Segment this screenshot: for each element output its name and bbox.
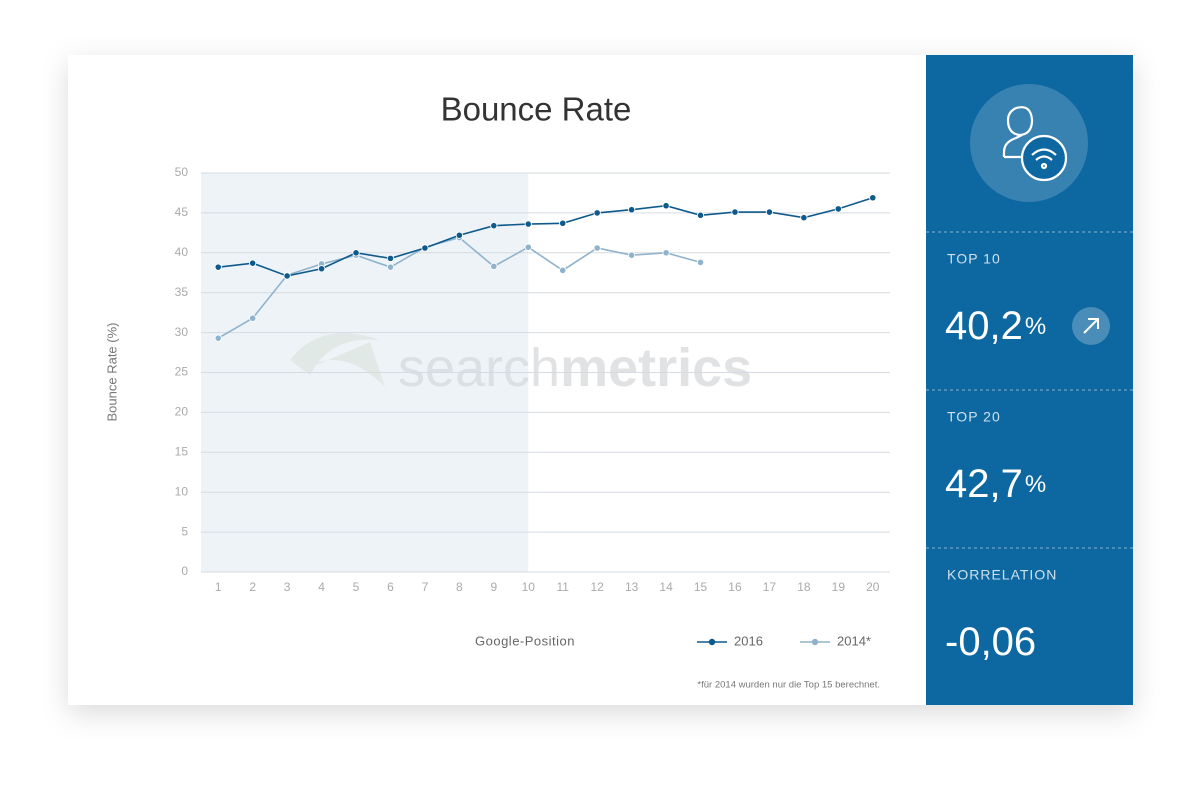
x-tick-label: 14: [659, 580, 673, 594]
legend-label: 2014*: [837, 633, 871, 648]
y-tick-label: 25: [175, 365, 189, 379]
x-tick-label: 17: [763, 580, 777, 594]
data-point: [869, 194, 877, 202]
data-point: [834, 205, 842, 213]
stat-label: KORRELATION: [947, 567, 1057, 583]
data-point: [490, 222, 498, 230]
y-tick-label: 40: [175, 245, 189, 259]
data-point: [662, 249, 670, 257]
data-point: [628, 206, 636, 214]
series-line: [218, 196, 874, 277]
stat-number: 40,2: [945, 304, 1023, 348]
x-tick-label: 12: [590, 580, 604, 594]
data-point: [386, 263, 395, 271]
stat-value: -0,06: [945, 620, 1036, 664]
data-point: [662, 202, 670, 210]
x-tick-label: 6: [387, 580, 394, 594]
stat-label: TOP 10: [947, 251, 1001, 267]
data-point: [731, 208, 739, 216]
x-tick-label: 9: [490, 580, 497, 594]
chart-title: Bounce Rate: [441, 91, 632, 128]
x-axis-label: Google-Position: [475, 633, 575, 648]
data-point: [214, 334, 222, 342]
data-point: [214, 263, 222, 271]
x-tick-label: 8: [456, 580, 463, 594]
legend-label: 2016: [734, 633, 763, 648]
icon: [1002, 106, 1068, 182]
data-point: [386, 254, 395, 262]
separators: [926, 231, 1133, 549]
x-tick-label: 3: [284, 580, 291, 594]
data-point: [593, 209, 601, 217]
x-tick-label: 18: [797, 580, 811, 594]
data-point: [800, 214, 808, 222]
legend-dot: [708, 638, 716, 646]
x-tick-label: 5: [353, 580, 360, 594]
data-point: [455, 231, 463, 239]
data-point: [628, 251, 636, 259]
data-point: [696, 211, 705, 219]
data-point: [283, 272, 291, 280]
legend-dot: [811, 638, 819, 646]
data-point: [490, 262, 498, 270]
data-point: [559, 219, 567, 227]
data-point: [524, 243, 532, 251]
y-tick-label: 50: [175, 165, 189, 179]
watermark-part: metrics: [560, 338, 752, 398]
data-point: [559, 266, 567, 274]
x-tick-label: 1: [215, 580, 222, 594]
y-tick-label: 30: [175, 325, 189, 339]
trend-arrow: [1083, 318, 1099, 334]
y-tick-label: 15: [175, 444, 189, 458]
x-tick-label: 11: [556, 580, 569, 594]
stat-value: 40,2%: [945, 304, 1046, 348]
stat-unit: %: [1025, 313, 1046, 340]
data-point: [352, 249, 360, 257]
data-point: [696, 258, 705, 266]
y-tick-label: 45: [175, 205, 189, 219]
y-axis-label: Bounce Rate (%): [104, 323, 119, 422]
x-tick-label: 2: [249, 580, 256, 594]
data-point: [249, 259, 257, 267]
y-tick-label: 20: [175, 405, 189, 419]
watermark-logo: [290, 333, 385, 387]
x-tick-label: 10: [522, 580, 536, 594]
stat-value: 42,7%: [945, 462, 1046, 506]
x-tick-label: 7: [422, 580, 429, 594]
x-tick-label: 16: [728, 580, 742, 594]
stat-label: TOP 20: [947, 409, 1001, 425]
y-tick-label: 10: [175, 484, 189, 498]
y-tick-label: 5: [181, 524, 188, 538]
watermark-part: search: [398, 338, 560, 398]
watermark: searchmetrics: [398, 338, 752, 398]
data-point: [593, 244, 601, 252]
footnote: *für 2014 wurden nur die Top 15 berechne…: [697, 680, 880, 691]
x-tick-label: 15: [694, 580, 708, 594]
y-tick-label: 35: [175, 285, 189, 299]
data-point: [421, 244, 429, 252]
data-point: [765, 208, 774, 216]
x-tick-label: 4: [318, 580, 325, 594]
stat-number: -0,06: [945, 620, 1036, 664]
stat-number: 42,7: [945, 462, 1023, 506]
stat-unit: %: [1025, 471, 1046, 498]
x-tick-label: 13: [625, 580, 639, 594]
x-tick-label: 19: [832, 580, 846, 594]
x-tick-label: 20: [866, 580, 880, 594]
data-point: [317, 265, 326, 273]
data-point: [249, 314, 257, 322]
data-point: [524, 220, 532, 228]
y-tick-label: 0: [181, 564, 188, 578]
